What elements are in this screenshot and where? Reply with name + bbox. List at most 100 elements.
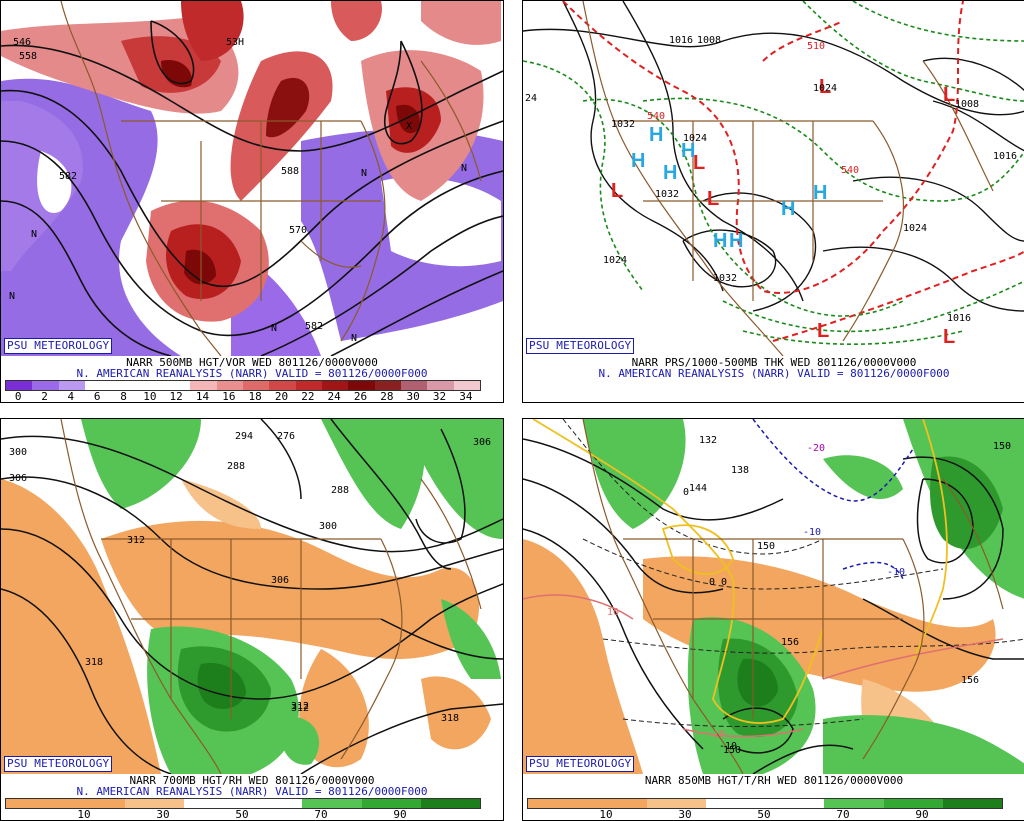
vorticity-colorbar-ticks: 0 2 4 6 8 10 12 14 16 18 20 22 24 26 28 30 32 34 [5,391,479,402]
colorbar-tick-label: 90 [393,808,407,821]
isobar-label-24: 24 [525,93,537,104]
colorbar-swatch [190,381,217,390]
isobar-label-1032c: 1032 [713,273,737,284]
temp-label-minus10a: -10 [803,527,821,538]
t850-map-graphic: 138 144 150 156 156 150 132 150 -20 -10 … [523,419,1024,774]
map-850mb-temperature: 138 144 150 156 156 150 132 150 -20 -10 … [523,419,1024,774]
height-label-150b: 150 [723,745,741,756]
height-label-300a: 300 [9,447,27,458]
isobar-label-1024b: 1024 [603,255,627,266]
temp-label-0c: 0 [721,577,727,588]
psu-meteorology-badge: PSU METEOROLOGY [4,338,113,354]
rh-colorbar [5,798,481,809]
vorticity-colorbar [5,380,481,391]
low-pressure-marker-3: L [611,180,623,202]
temp-label-10a: 10 [607,607,619,618]
temp-label-0b: 0 [709,577,715,588]
low-pressure-marker-7: L [943,326,955,348]
colorbar-tick-label: 8 [120,390,127,403]
colorbar-swatch [65,799,125,808]
colorbar-swatch [587,799,647,808]
high-pressure-marker-2: H [631,150,645,172]
temp-label-0a: 0 [683,487,689,498]
colorbar-tick-label: 10 [143,390,157,403]
colorbar-tick-label: 22 [301,390,315,403]
colorbar-swatch [183,799,243,808]
marker-n-6: N [351,333,357,344]
high-pressure-marker-8: H [813,182,827,204]
colorbar-swatch [321,381,349,390]
isobar-label-1032b: 1032 [655,189,679,200]
colorbar-tick-label: 34 [459,390,473,403]
isobar-label-1008: 1008 [697,35,721,46]
colorbar-tick-label: 50 [235,808,249,821]
high-pressure-marker-6: H [729,230,743,252]
low-pressure-marker-6: L [817,320,829,342]
isobar-label-1008b: 1008 [955,99,979,110]
isobar-label-1016: 1016 [669,35,693,46]
colorbar-tick-label: 4 [67,390,75,403]
colorbar-tick-label: 26 [353,390,368,403]
panel-valid-time: N. AMERICAN REANALYSIS (NARR) VALID = 80… [76,785,428,798]
map-700mb-rh: 300 306 312 294 288 276 300 306 312 318 … [1,419,503,774]
isobar-label-1024d: 1024 [813,83,837,94]
colorbar-swatch [453,381,480,390]
colorbar-tick-label: 10 [599,808,613,821]
colorbar-tick-label: 30 [156,808,170,821]
height-label-558: 558 [19,51,37,62]
colorbar-swatch [111,381,138,390]
height-label-582b: 582 [305,321,323,332]
pressure-map-graphic: H H H H H H H H L L L L L L L 1016 1008 … [523,1,1024,356]
temp-label-minus10c: -10 [719,741,737,752]
panel-valid-time: N. AMERICAN REANALYSIS (NARR) VALID = 80… [598,367,950,380]
colorbar-swatch [528,799,588,808]
thickness-label-540a: 540 [647,111,665,122]
panel-850mb-temperature: 138 144 150 156 156 150 132 150 -20 -10 … [522,418,1024,821]
colorbar-tick-label: 70 [836,808,850,821]
marker-n-5: N [271,323,277,334]
colorbar-swatch [137,381,164,390]
low-pressure-marker-5: L [943,84,955,106]
low-pressure-marker-2: L [693,152,705,174]
colorbar-swatch [6,799,66,808]
colorbar-tick-label: 12 [169,390,183,403]
panel-title: NARR 850MB HGT/T/RH WED 801126/0000V000 [644,774,904,787]
temp-label-minus10b: -10 [887,567,905,578]
colorbar-swatch [427,381,454,390]
height-label-294: 294 [235,431,253,442]
high-pressure-marker-5: H [713,230,727,252]
rh-colorbar [527,798,1003,809]
high-pressure-marker-7: H [781,198,795,220]
colorbar-tick-label: 50 [757,808,771,821]
panel-500mb-vorticity: 546 558 53H 582 588 570 582 N N N N N N … [0,0,504,403]
panel-pressure-thickness: H H H H H H H H L L L L L L L 1016 1008 … [522,0,1024,403]
low-pressure-marker-1: L [819,76,831,98]
height-label-306c: 306 [473,437,491,448]
height-label-588: 588 [281,166,299,177]
psu-meteorology-badge: PSU METEOROLOGY [4,756,113,772]
map-500mb-vorticity: 546 558 53H 582 588 570 582 N N N N N N … [1,1,503,356]
colorbar-swatch [243,799,303,808]
height-label-288b: 288 [331,485,349,496]
rh-colorbar-ticks: 10 30 50 70 90 [5,809,479,820]
marker-n-3: N [461,163,467,174]
colorbar-swatch [374,381,401,390]
height-label-138: 138 [731,465,749,476]
colorbar-swatch [84,381,112,390]
panel-title: NARR 500MB HGT/VOR WED 801126/0000V000 [126,356,378,369]
thickness-label-510: 510 [807,41,825,52]
colorbar-tick-label: 16 [222,390,236,403]
colorbar-swatch [348,381,375,390]
colorbar-swatch [705,799,765,808]
colorbar-swatch [58,381,85,390]
height-label-306a: 306 [9,473,27,484]
colorbar-swatch [242,381,270,390]
colorbar-swatch [420,799,480,808]
colorbar-swatch [124,799,184,808]
height-label-132: 132 [699,435,717,446]
colorbar-tick-label: 18 [248,390,262,403]
low-pressure-marker-4: L [707,188,719,210]
height-label-150c: 150 [993,441,1011,452]
colorbar-swatch [361,799,421,808]
height-label-53h: 53H [226,37,244,48]
